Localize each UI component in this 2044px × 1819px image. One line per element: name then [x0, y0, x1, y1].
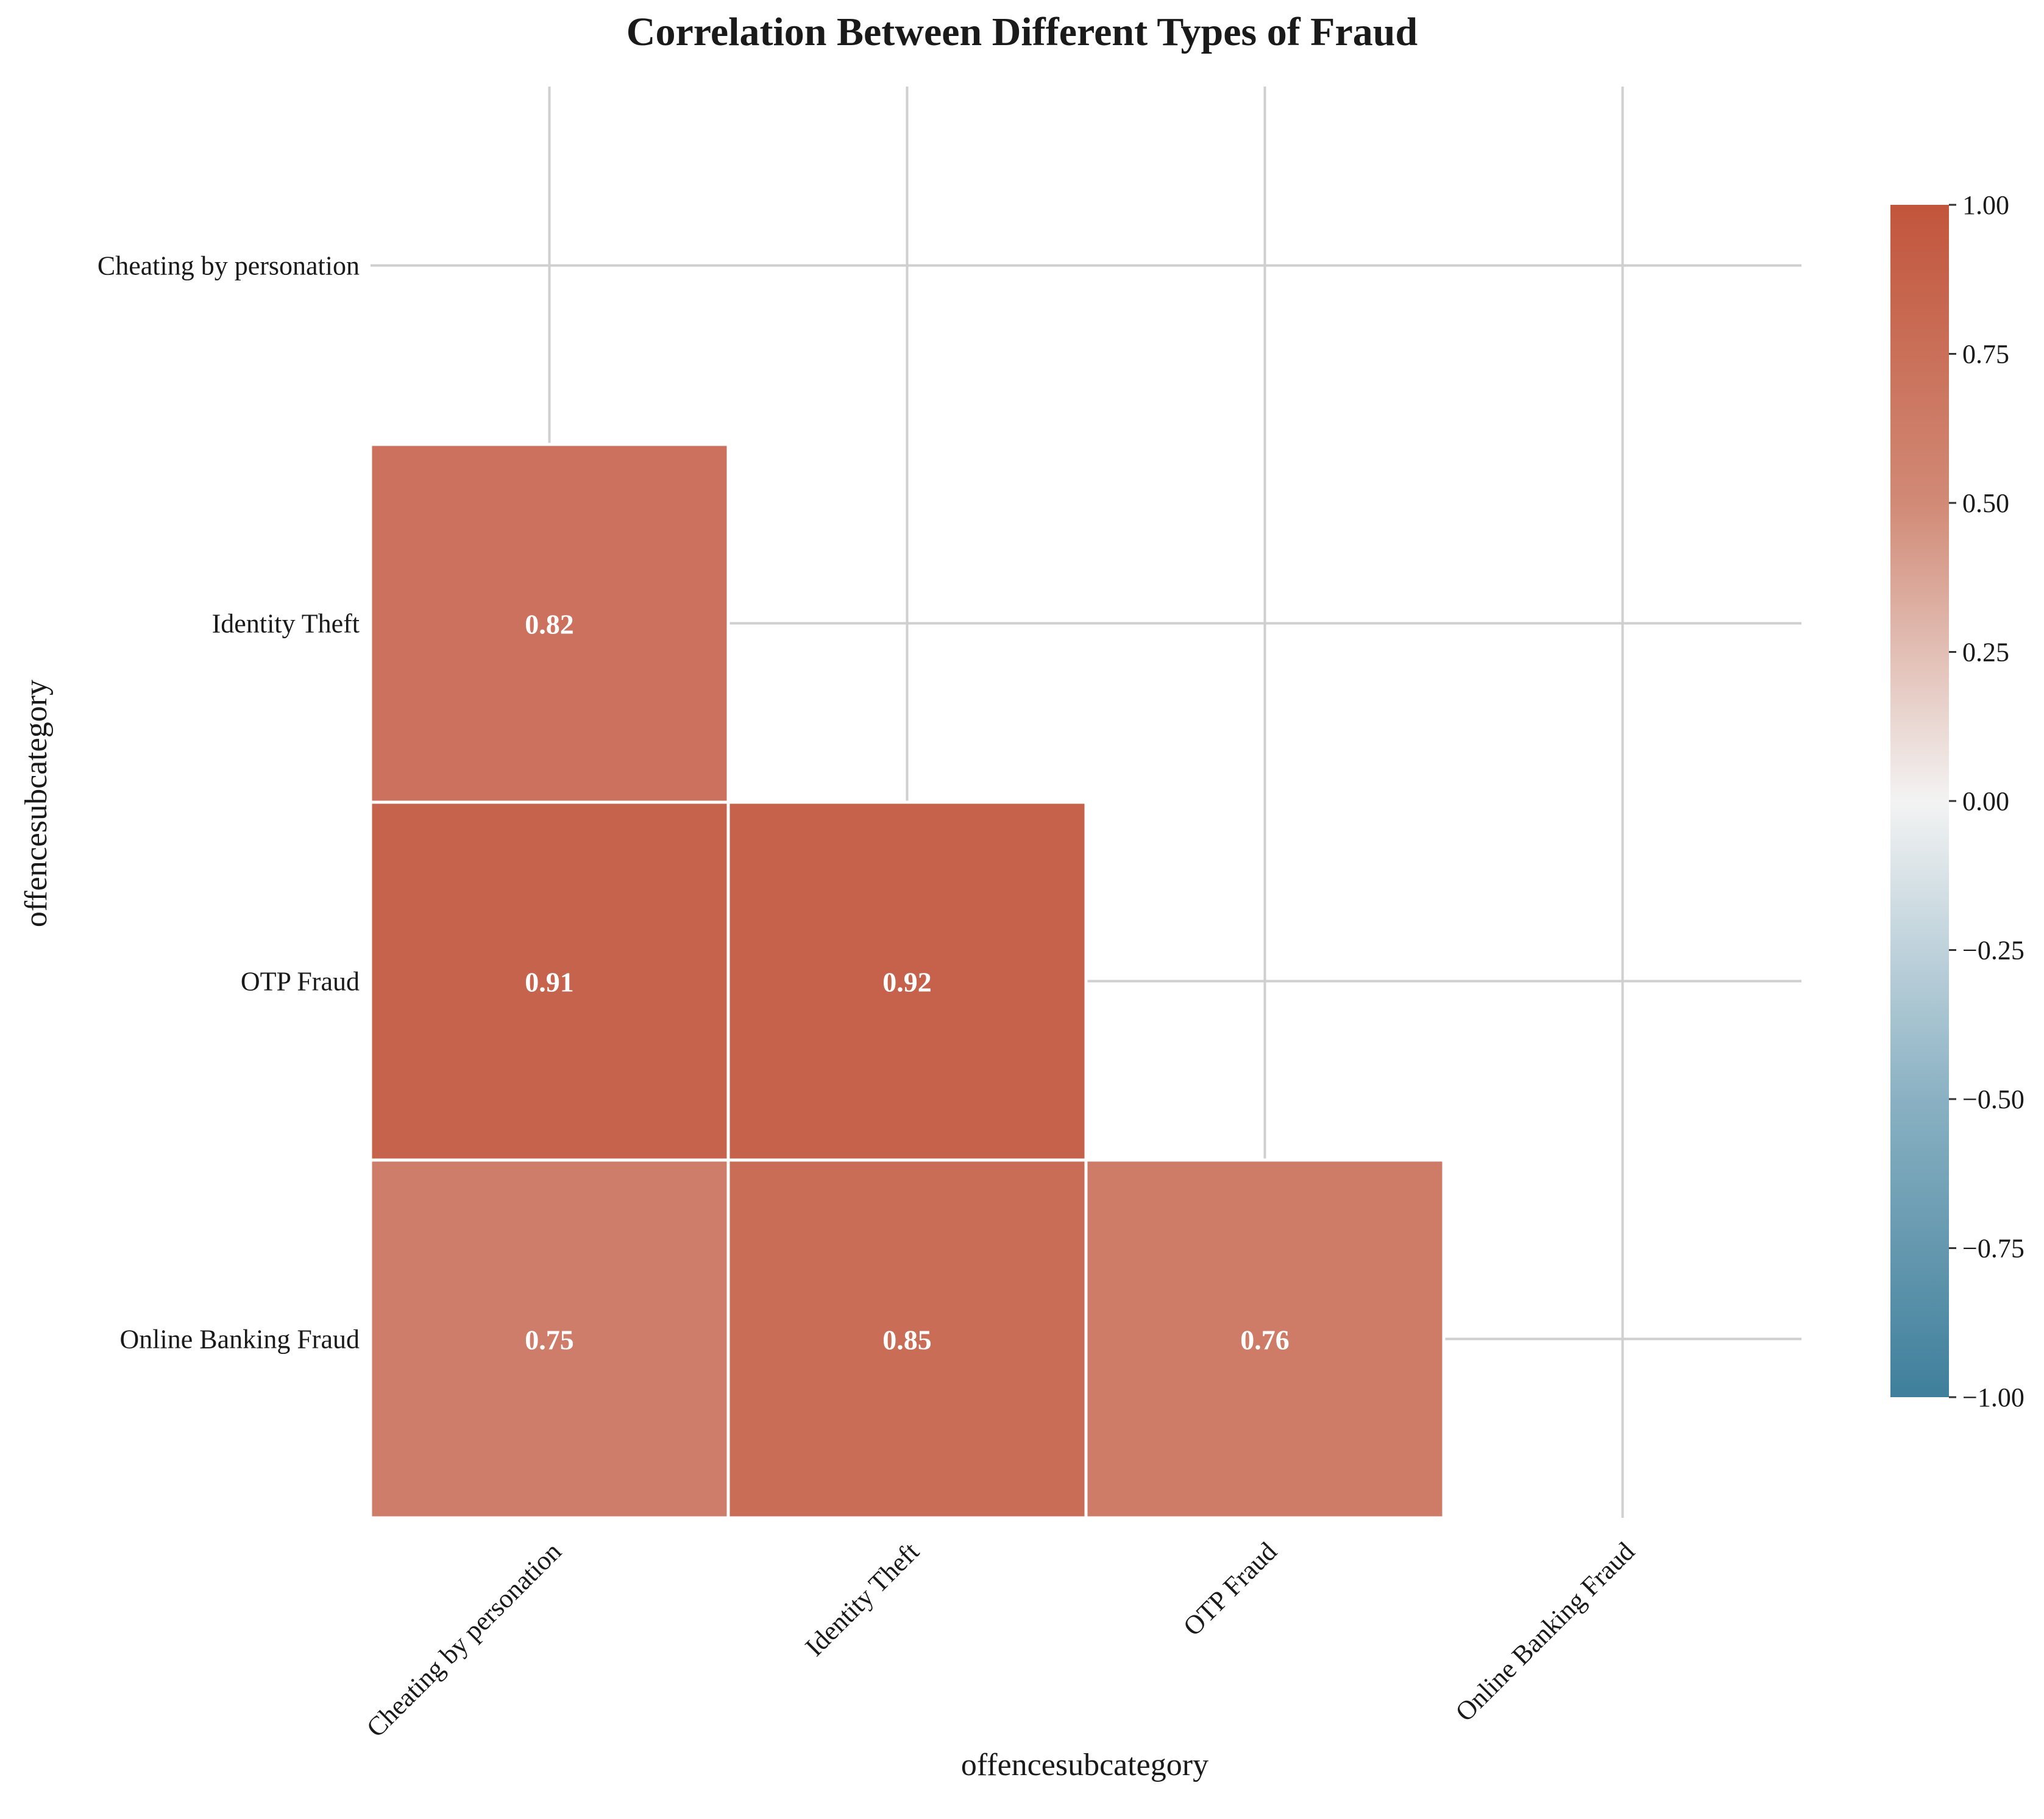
- heatmap-cell: [726, 800, 1088, 1162]
- x-tick-labels: Cheating by personation Identity Theft OTP…: [361, 1536, 1641, 1743]
- colorbar-tick-label: 0.25: [1962, 638, 2009, 667]
- y-tick-label: Cheating by personation: [98, 251, 360, 281]
- colorbar-tick-label: 0.50: [1962, 488, 2009, 518]
- x-tick-label: Online Banking Fraud: [1450, 1536, 1641, 1727]
- y-tick-label: OTP Fraud: [241, 967, 360, 997]
- y-tick-labels: Cheating by personation Identity Theft OTP…: [98, 251, 360, 1354]
- colorbar-tick-label: −0.25: [1962, 936, 2024, 966]
- cell-value-label: 0.85: [882, 1325, 932, 1356]
- colorbar-tick-label: −0.75: [1962, 1234, 2024, 1264]
- heatmap-cell: [369, 1158, 730, 1520]
- heatmap-cells: 0.82 0.91 0.92 0.75 0.85 0.76: [369, 443, 1446, 1520]
- heatmap-cell: [726, 1158, 1088, 1520]
- heatmap-cell: [369, 800, 730, 1162]
- x-tick-label: Identity Theft: [800, 1536, 925, 1662]
- colorbar-tick-label: −1.00: [1962, 1383, 2024, 1412]
- cell-value-label: 0.82: [525, 609, 574, 640]
- colorbar-tick-label: 0.75: [1962, 340, 2009, 369]
- colorbar-tick-label: −0.50: [1962, 1084, 2024, 1114]
- y-tick-label: Online Banking Fraud: [119, 1325, 360, 1354]
- x-tick-label: OTP Fraud: [1177, 1536, 1283, 1642]
- cell-value-label: 0.75: [525, 1325, 574, 1356]
- colorbar-tick-label: 0.00: [1962, 786, 2009, 816]
- x-axis-label: offencesubcategory: [961, 1748, 1208, 1782]
- x-tick-label: Cheating by personation: [361, 1536, 567, 1743]
- cell-value-label: 0.91: [525, 967, 574, 998]
- colorbar: 1.00 0.75 0.50 0.25 0.00 −0.25 −0.50 −0.75 −1.00: [1890, 190, 2024, 1412]
- cell-value-label: 0.76: [1240, 1325, 1290, 1356]
- colorbar-tick-label: 1.00: [1962, 190, 2009, 220]
- heatmap-cell: [369, 443, 730, 804]
- y-axis-label: offencesubcategory: [19, 680, 54, 927]
- y-tick-label: Identity Theft: [212, 609, 360, 639]
- chart-title: Correlation Between Different Types of F…: [626, 10, 1418, 54]
- cell-value-label: 0.92: [882, 967, 932, 998]
- colorbar-gradient: [1890, 205, 1949, 1397]
- heatmap-cell: [1084, 1158, 1446, 1520]
